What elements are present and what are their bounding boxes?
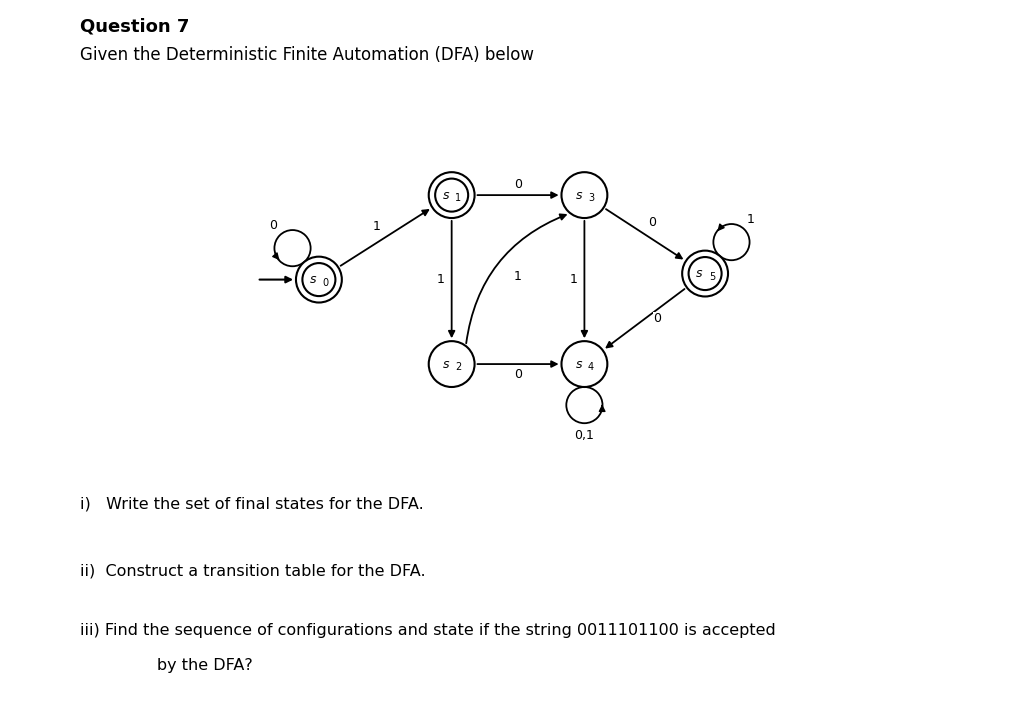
Circle shape	[682, 251, 728, 296]
Circle shape	[429, 341, 474, 387]
Text: 0: 0	[269, 218, 278, 232]
Text: 4: 4	[588, 362, 594, 372]
Text: s: s	[575, 189, 582, 201]
Circle shape	[296, 257, 342, 303]
Text: s: s	[696, 267, 702, 280]
Text: s: s	[442, 358, 450, 370]
Text: 1: 1	[514, 270, 522, 283]
Circle shape	[561, 341, 607, 387]
Text: 1: 1	[437, 273, 444, 286]
Text: Question 7: Question 7	[80, 18, 189, 36]
Text: 1: 1	[456, 193, 462, 203]
Text: 1: 1	[373, 220, 380, 233]
Text: s: s	[310, 273, 316, 286]
Text: 5: 5	[709, 272, 715, 282]
Text: 0: 0	[648, 215, 656, 229]
Text: 2: 2	[456, 362, 462, 372]
Text: 1: 1	[569, 273, 578, 286]
Circle shape	[429, 172, 474, 218]
Text: 0: 0	[514, 368, 522, 382]
Text: ii)  Construct a transition table for the DFA.: ii) Construct a transition table for the…	[80, 563, 426, 578]
Text: 0,1: 0,1	[574, 429, 594, 442]
Text: 0: 0	[323, 277, 329, 288]
Text: 1: 1	[746, 213, 755, 225]
Text: s: s	[442, 189, 450, 201]
Text: 3: 3	[588, 193, 594, 203]
Text: Given the Deterministic Finite Automation (DFA) below: Given the Deterministic Finite Automatio…	[80, 46, 534, 64]
Text: by the DFA?: by the DFA?	[121, 658, 253, 673]
Text: s: s	[575, 358, 582, 370]
Text: 0: 0	[514, 177, 522, 191]
Circle shape	[561, 172, 607, 218]
Text: iii) Find the sequence of configurations and state if the string 0011101100 is a: iii) Find the sequence of configurations…	[80, 623, 775, 638]
Text: i)   Write the set of final states for the DFA.: i) Write the set of final states for the…	[80, 496, 424, 511]
Text: 0: 0	[653, 313, 660, 325]
